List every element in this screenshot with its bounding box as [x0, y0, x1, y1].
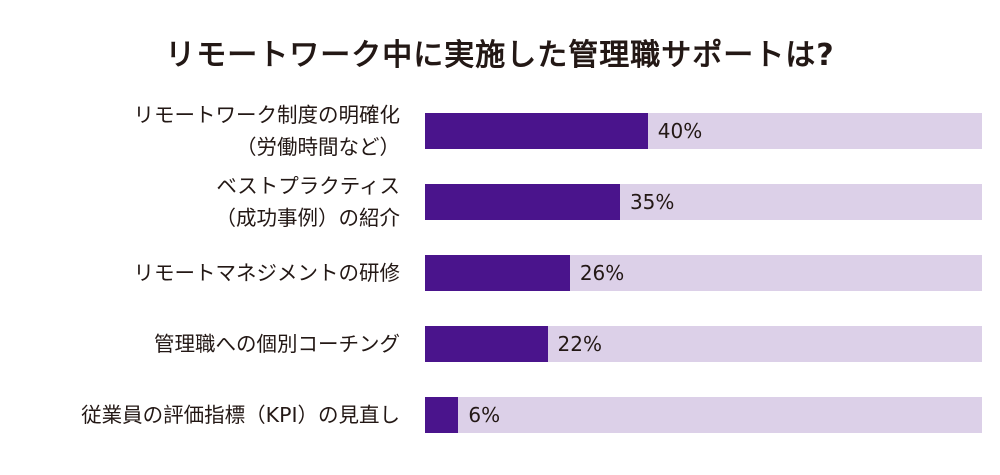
category-label: ベストプラクティス （成功事例）の紹介 — [0, 170, 401, 234]
bar-track: 35% — [425, 184, 982, 220]
bar-track: 22% — [425, 326, 982, 362]
category-label-line: リモートワーク制度の明確化 — [133, 103, 401, 127]
category-label-line: （労働時間など） — [236, 135, 400, 159]
category-label: 従業員の評価指標（KPI）の見直し — [0, 399, 400, 431]
bar — [425, 113, 648, 149]
bar-value-label: 6% — [468, 403, 501, 427]
bar — [425, 184, 620, 220]
category-label: リモートワーク制度の明確化 （労働時間など） — [0, 99, 401, 163]
category-label: リモートマネジメントの研修 — [0, 257, 401, 289]
bar-track: 26% — [425, 255, 982, 291]
bar-value-label: 40% — [657, 119, 703, 143]
bar-track: 40% — [425, 113, 982, 149]
category-label-line: 管理職への個別コーチング — [154, 332, 400, 356]
bar-track: 6% — [425, 397, 982, 433]
category-label-line: ベストプラクティス — [216, 174, 400, 198]
category-label-line: 従業員の評価指標（KPI）の見直し — [81, 403, 400, 427]
bar-value-label: 35% — [629, 190, 675, 214]
bar-value-label: 26% — [579, 261, 625, 285]
bar-value-label: 22% — [557, 332, 602, 356]
bar — [425, 255, 570, 291]
category-label-line: リモートマネジメントの研修 — [133, 261, 401, 285]
chart-title: リモートワーク中に実施した管理職サポートは? — [165, 38, 835, 73]
bar — [425, 326, 548, 362]
category-label-line: （成功事例）の紹介 — [215, 206, 401, 230]
category-label: 管理職への個別コーチング — [0, 328, 400, 360]
bar — [425, 397, 459, 433]
